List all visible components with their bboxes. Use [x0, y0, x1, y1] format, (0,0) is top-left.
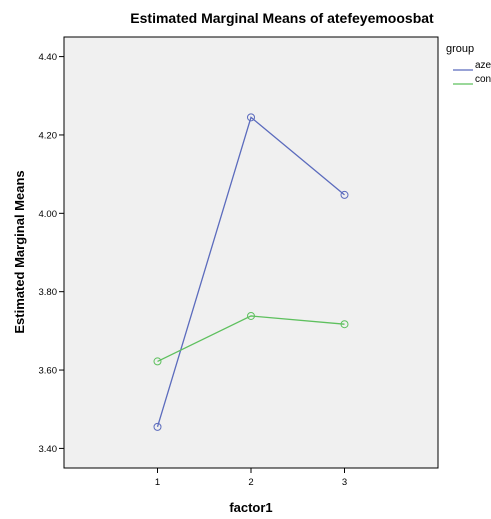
y-tick-label: 4.20 [39, 130, 58, 141]
data-point-aze [340, 190, 349, 199]
y-tick-label: 3.80 [39, 287, 58, 298]
y-tick-label: 3.40 [39, 444, 58, 455]
x-axis-label: factor1 [229, 500, 272, 515]
x-tick-label: 2 [248, 477, 253, 488]
legend-label-con: con [475, 74, 491, 85]
series-layer [153, 113, 349, 431]
y-axis: 3.40 3.60 3.80 4.00 4.20 4.40 [39, 52, 64, 455]
y-tick-label: 4.40 [39, 52, 58, 63]
data-point-con [247, 311, 255, 320]
legend-label-aze: aze [475, 60, 491, 71]
series-line-aze [156, 116, 345, 428]
data-point-aze [247, 113, 255, 122]
legend-title: group [446, 43, 474, 55]
data-point-aze [153, 422, 162, 431]
y-axis-label: Estimated Marginal Means [12, 170, 27, 333]
data-point-con [153, 357, 162, 366]
x-tick-label: 3 [342, 477, 347, 488]
data-point-con [340, 320, 349, 329]
chart-title: Estimated Marginal Means of atefeyemoosb… [130, 10, 434, 26]
legend: group aze con [446, 43, 491, 85]
y-tick-label: 4.00 [39, 209, 58, 220]
x-tick-label: 1 [155, 477, 160, 488]
plot-area [63, 36, 439, 469]
x-axis: 1 2 3 [155, 468, 347, 488]
series-line-con [157, 315, 345, 363]
y-tick-label: 3.60 [39, 366, 58, 377]
